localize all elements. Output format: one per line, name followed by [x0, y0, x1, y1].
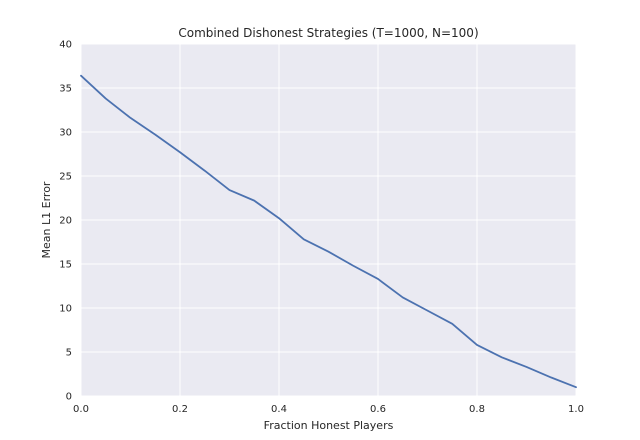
y-tick-labels: 0 5 10 15 20 25 30 35 40	[59, 40, 72, 403]
y-tick-label: 10	[59, 304, 72, 315]
y-tick-label: 5	[66, 348, 72, 359]
chart-title: Combined Dishonest Strategies (T=1000, N…	[178, 26, 478, 40]
y-tick-label: 20	[59, 216, 72, 227]
x-tick-labels: 0.0 0.2 0.4 0.6 0.8 1.0	[73, 404, 584, 415]
y-tick-label: 40	[59, 40, 72, 51]
x-tick-label: 0.4	[271, 404, 287, 415]
series-line	[80, 74, 577, 389]
y-tick-label: 15	[59, 260, 72, 271]
x-tick-label: 0.0	[73, 404, 89, 415]
y-axis-label: Mean L1 Error	[40, 181, 53, 258]
x-tick-label: 1.0	[568, 404, 584, 415]
series-layer	[80, 74, 577, 389]
y-tick-label: 0	[66, 392, 72, 403]
x-tick-label: 0.8	[469, 404, 485, 415]
x-tick-label: 0.2	[172, 404, 188, 415]
y-tick-label: 30	[59, 128, 72, 139]
x-tick-label: 0.6	[370, 404, 386, 415]
grid-lines	[80, 43, 577, 397]
x-axis-label: Fraction Honest Players	[264, 419, 394, 432]
y-tick-label: 35	[59, 84, 72, 95]
y-tick-label: 25	[59, 172, 72, 183]
